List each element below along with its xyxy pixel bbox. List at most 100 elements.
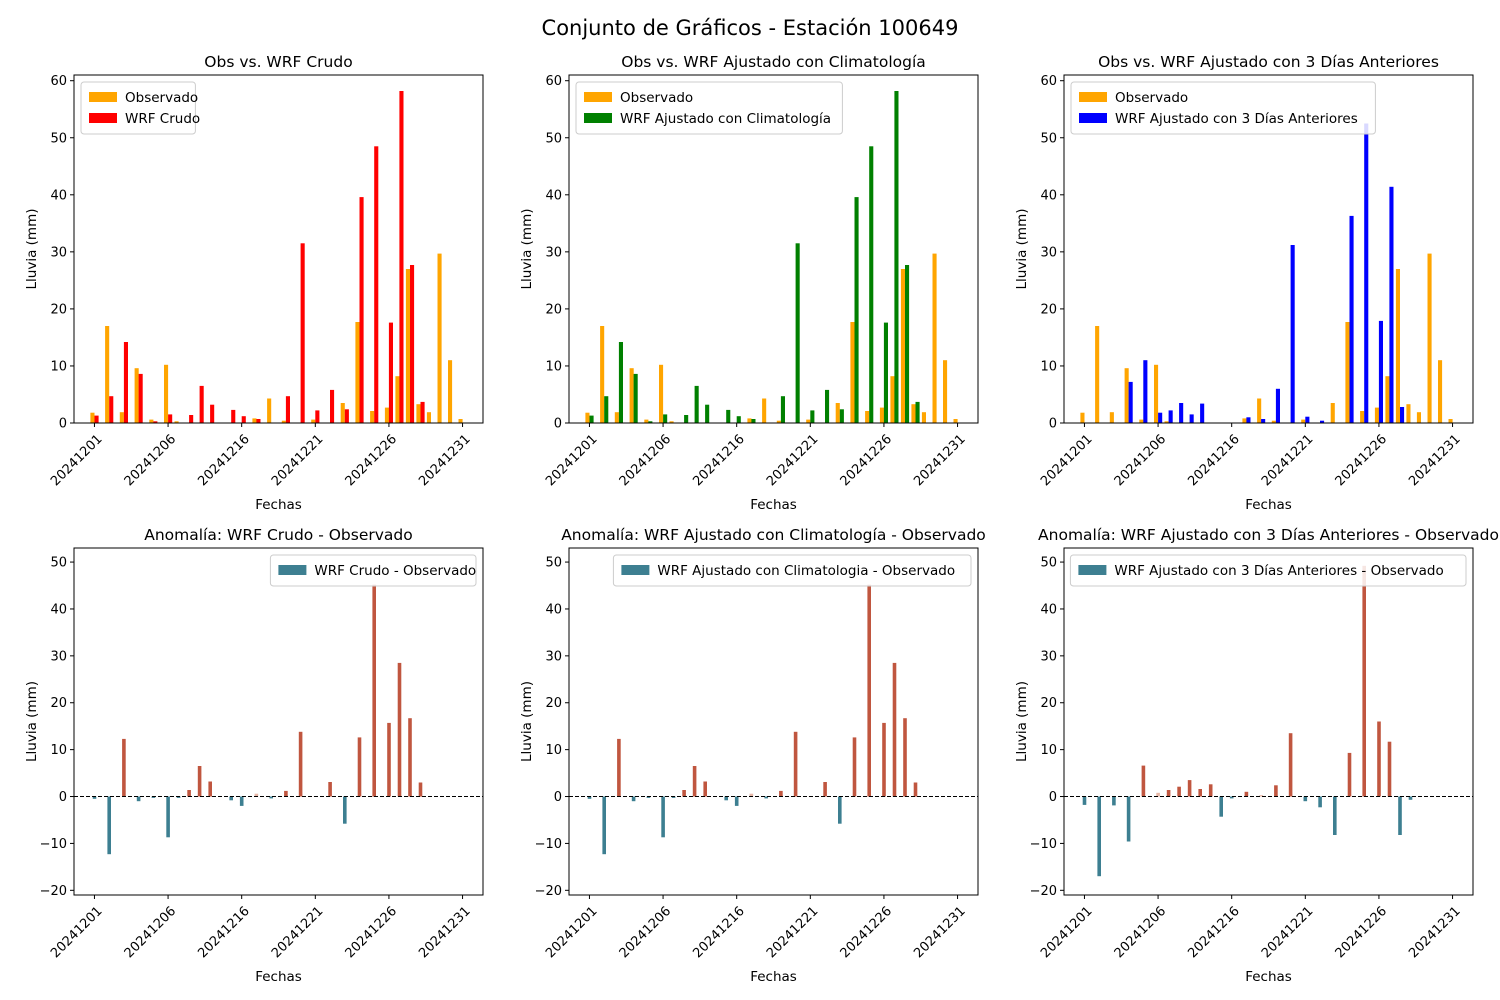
bar-observado-18 bbox=[311, 419, 316, 423]
bar-wrf-26 bbox=[915, 401, 920, 423]
bar-observado-21 bbox=[355, 322, 360, 423]
anomaly-bar-6 bbox=[166, 796, 170, 838]
legend-label: Observado bbox=[1115, 90, 1188, 106]
anomaly-bar-16 bbox=[284, 790, 288, 797]
bar-wrf-5 bbox=[648, 421, 653, 423]
bar-wrf-19 bbox=[1320, 420, 1325, 423]
x-tick-label: 20241206 bbox=[617, 904, 674, 961]
bar-wrf-18 bbox=[1305, 416, 1310, 423]
chart-2: 0 10 20 30 40 50 60 20241201 20241206 20241216 202… bbox=[519, 53, 979, 513]
bar-observado-20 bbox=[835, 403, 840, 423]
bar-observado-30 bbox=[953, 419, 958, 423]
y-tick-label: 0 bbox=[1049, 790, 1057, 805]
y-tick-label: 20 bbox=[50, 696, 67, 711]
x-tick-label: 20241206 bbox=[122, 432, 179, 489]
bar-observado-1 bbox=[1080, 412, 1085, 423]
bar-observado-29 bbox=[448, 360, 453, 423]
anomaly-bar-22 bbox=[867, 584, 871, 797]
y-axis-label: Lluvia (mm) bbox=[519, 209, 535, 290]
x-axis-label: Fechas bbox=[1245, 497, 1292, 513]
y-tick-label: 10 bbox=[1040, 743, 1057, 758]
anomaly-bar-9 bbox=[692, 766, 697, 797]
anomaly-bar-11 bbox=[1208, 784, 1213, 797]
y-tick-label: 20 bbox=[545, 302, 562, 317]
y-tick-label: −20 bbox=[535, 884, 562, 899]
legend-swatch bbox=[89, 113, 117, 123]
x-tick-label: 20241226 bbox=[838, 904, 895, 961]
x-tick-label: 20241201 bbox=[48, 432, 105, 489]
legend-box bbox=[1070, 81, 1376, 135]
anomaly-bar-19 bbox=[1318, 796, 1322, 808]
x-axis-label: Fechas bbox=[750, 969, 797, 985]
anomaly-bar-5 bbox=[646, 796, 651, 798]
bar-observado-2 bbox=[600, 326, 605, 423]
bar-wrf-22 bbox=[374, 146, 379, 424]
x-tick-label: 20241221 bbox=[764, 432, 821, 489]
anomaly-bar-17 bbox=[1288, 733, 1293, 797]
anomaly-bar-2 bbox=[1097, 796, 1101, 877]
y-tick-label: 20 bbox=[1040, 696, 1057, 711]
anomaly-bar-4 bbox=[1126, 796, 1131, 842]
bar-wrf-8 bbox=[1179, 403, 1184, 423]
bar-observado-5 bbox=[149, 419, 154, 423]
bar-observado-30 bbox=[1448, 419, 1453, 423]
y-tick-label: 60 bbox=[50, 74, 67, 89]
y-tick-label: 40 bbox=[1040, 188, 1057, 203]
bar-wrf-23 bbox=[1378, 320, 1383, 423]
chart-title: Obs vs. WRF Crudo bbox=[204, 53, 352, 71]
anomaly-bar-20 bbox=[838, 796, 842, 824]
y-tick-label: 40 bbox=[545, 602, 562, 617]
plot-frame bbox=[568, 74, 979, 424]
anomaly-bar-21 bbox=[852, 737, 857, 797]
bar-wrf-14 bbox=[256, 419, 261, 423]
anomaly-bar-3 bbox=[617, 738, 621, 797]
bar-wrf-17 bbox=[1290, 245, 1295, 423]
x-tick-label: 20241226 bbox=[1333, 432, 1390, 489]
bar-wrf-1 bbox=[589, 415, 594, 423]
bar-wrf-2 bbox=[109, 396, 114, 423]
bar-wrf-10 bbox=[210, 404, 215, 423]
bar-wrf-21 bbox=[1349, 215, 1354, 423]
plot-frame bbox=[73, 547, 484, 896]
anomaly-bar-21 bbox=[357, 737, 362, 797]
legend-label: WRF Crudo - Observado bbox=[314, 563, 476, 579]
y-tick-label: 30 bbox=[1040, 245, 1057, 260]
y-tick-label: 0 bbox=[554, 417, 562, 432]
bar-observado-2 bbox=[1095, 326, 1100, 423]
anomaly-bar-7 bbox=[1166, 790, 1171, 797]
bar-wrf-26 bbox=[420, 401, 425, 423]
bar-wrf-16 bbox=[780, 396, 785, 423]
x-tick-label: 20241206 bbox=[617, 432, 674, 489]
y-tick-label: 30 bbox=[1040, 649, 1057, 664]
y-tick-label: −20 bbox=[40, 884, 67, 899]
anomaly-bar-23 bbox=[1377, 721, 1381, 797]
anomaly-bar-20 bbox=[343, 796, 347, 824]
bar-observado-4 bbox=[629, 368, 634, 423]
anomaly-bar-19 bbox=[823, 782, 827, 797]
bar-observado-16 bbox=[281, 420, 286, 423]
bar-observado-25 bbox=[1395, 269, 1400, 423]
bar-wrf-4 bbox=[1128, 381, 1133, 423]
x-tick-label: 20241216 bbox=[195, 432, 252, 489]
bar-wrf-16 bbox=[285, 396, 290, 423]
plot-frame bbox=[73, 74, 484, 424]
bar-wrf-24 bbox=[399, 91, 404, 423]
anomaly-bar-14 bbox=[749, 793, 754, 797]
bar-wrf-21 bbox=[359, 197, 364, 423]
bar-wrf-17 bbox=[795, 243, 800, 423]
bar-wrf-25 bbox=[1400, 407, 1405, 423]
anomaly-bar-24 bbox=[397, 662, 402, 797]
y-tick-label: 40 bbox=[50, 602, 67, 617]
x-tick-label: 20241201 bbox=[1038, 904, 1095, 961]
bar-wrf-25 bbox=[410, 265, 415, 423]
legend-label: WRF Ajustado con 3 Días Anteriores - Obs… bbox=[1114, 563, 1443, 579]
bar-observado-7 bbox=[669, 421, 674, 423]
y-tick-label: 50 bbox=[1040, 556, 1057, 571]
bar-observado-26 bbox=[1406, 404, 1411, 423]
anomaly-bar-8 bbox=[682, 790, 686, 797]
bar-wrf-14 bbox=[751, 419, 756, 423]
bar-wrf-20 bbox=[839, 409, 844, 423]
bar-wrf-10 bbox=[1200, 403, 1205, 423]
bar-observado-23 bbox=[384, 407, 389, 423]
